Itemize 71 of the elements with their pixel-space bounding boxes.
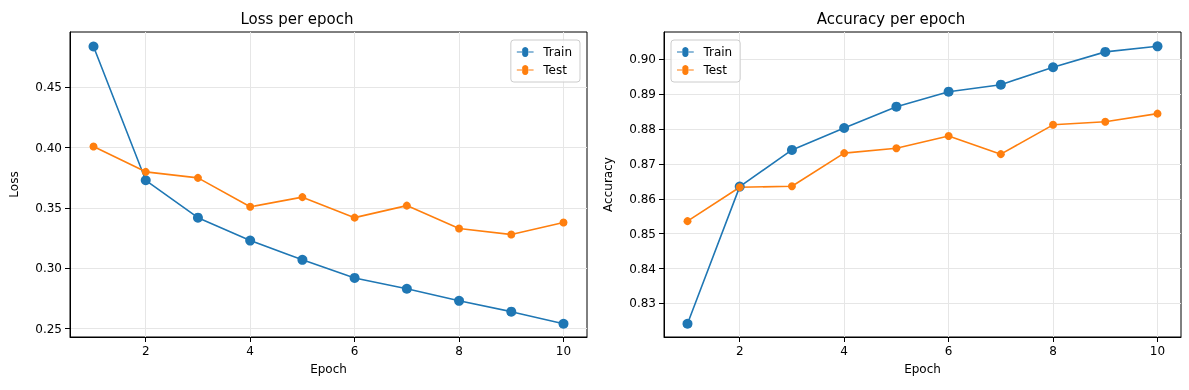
y-tick-label: 0.89 — [629, 87, 656, 102]
point — [454, 295, 465, 306]
point — [297, 254, 308, 265]
x-axis-title: Epoch — [904, 362, 941, 376]
point — [402, 201, 411, 210]
point — [245, 235, 256, 246]
point — [246, 202, 255, 211]
x-tick-label: 8 — [1049, 344, 1057, 358]
point — [944, 131, 953, 140]
point — [840, 149, 849, 158]
point — [683, 217, 692, 226]
legend-label: Test — [702, 63, 728, 77]
x-tick-label: 6 — [350, 344, 359, 358]
x-tick-label: 4 — [840, 344, 848, 358]
legend-label: Train — [542, 45, 572, 59]
chart-title: Accuracy per epoch — [816, 9, 966, 28]
chart-title: Loss per epoch — [240, 9, 354, 28]
y-tick-label: 0.90 — [629, 52, 656, 67]
point — [1152, 41, 1163, 52]
point — [839, 122, 850, 133]
point — [193, 173, 202, 182]
point — [89, 142, 98, 151]
point — [141, 167, 150, 176]
point — [1048, 62, 1059, 73]
legend-label: Test — [542, 63, 568, 77]
y-axis-title: Accuracy — [601, 157, 615, 212]
y-tick-label: 0.45 — [35, 80, 62, 95]
point — [786, 144, 797, 155]
legend-label: Train — [702, 45, 733, 59]
x-tick-label: 10 — [1149, 344, 1166, 358]
point — [350, 213, 359, 222]
point — [1100, 46, 1111, 57]
point — [507, 230, 516, 239]
point — [349, 272, 360, 283]
point — [88, 41, 99, 52]
point — [140, 175, 151, 186]
x-tick-label: 2 — [141, 344, 150, 358]
x-axis-title: Epoch — [310, 362, 347, 376]
y-tick-label: 0.35 — [35, 201, 62, 216]
point — [1101, 117, 1110, 126]
y-tick-label: 0.83 — [629, 296, 656, 311]
point — [401, 283, 412, 294]
x-tick-label: 8 — [455, 344, 463, 358]
point — [892, 144, 901, 153]
y-tick-label: 0.86 — [629, 191, 656, 206]
point — [943, 86, 954, 97]
point — [787, 182, 796, 191]
point — [298, 193, 307, 202]
x-tick-label: 10 — [555, 344, 572, 358]
point — [559, 218, 568, 227]
y-tick-label: 0.40 — [35, 140, 62, 155]
y-tick-label: 0.85 — [629, 226, 656, 241]
y-tick-label: 0.88 — [629, 122, 656, 137]
point — [455, 224, 464, 233]
point — [558, 318, 569, 329]
y-tick-label: 0.84 — [629, 261, 656, 276]
y-tick-label: 0.87 — [629, 156, 656, 171]
x-tick-label: 2 — [735, 344, 744, 358]
point — [1153, 109, 1162, 118]
point — [682, 318, 693, 329]
y-axis-title: Loss — [7, 171, 21, 198]
x-tick-label: 4 — [246, 344, 254, 358]
point — [1049, 120, 1058, 129]
point — [995, 79, 1006, 90]
y-tick-label: 0.30 — [35, 261, 62, 276]
x-tick-label: 6 — [944, 344, 953, 358]
point — [996, 150, 1005, 159]
y-tick-label: 0.25 — [35, 321, 62, 336]
point — [506, 306, 517, 317]
point — [891, 101, 902, 112]
point — [192, 212, 203, 223]
